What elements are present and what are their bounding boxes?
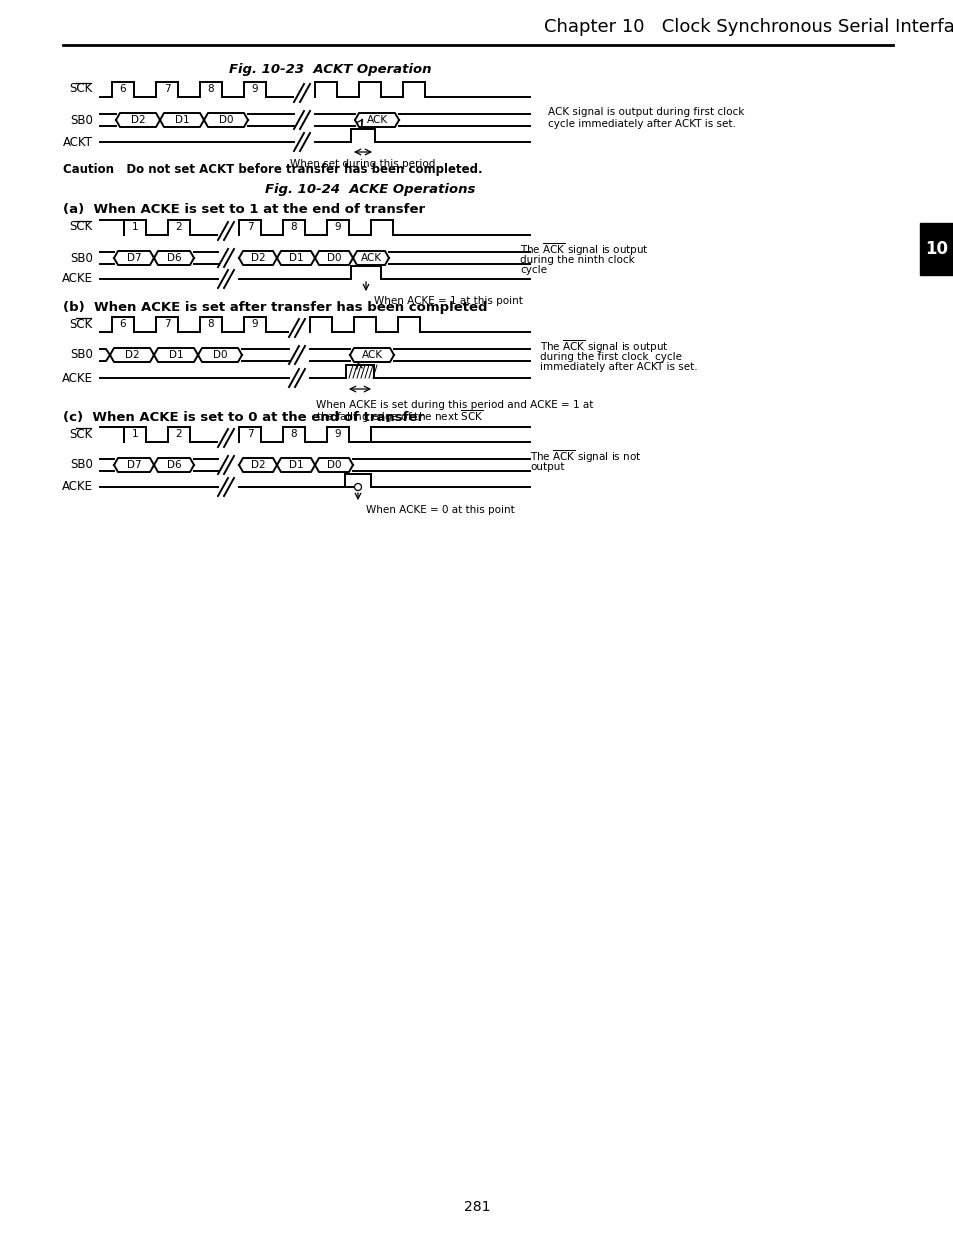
Text: D1: D1 [169, 350, 183, 359]
Text: 9: 9 [335, 222, 341, 232]
Text: SB0: SB0 [71, 348, 92, 362]
Text: D2: D2 [125, 350, 139, 359]
Text: 9: 9 [335, 429, 341, 438]
Text: 2: 2 [175, 429, 182, 438]
Text: output: output [530, 462, 564, 472]
Text: (c)  When ACKE is set to 0 at the end of transfer: (c) When ACKE is set to 0 at the end of … [63, 410, 424, 424]
Text: Fig. 10-23  ACKT Operation: Fig. 10-23 ACKT Operation [229, 63, 431, 77]
Text: D0: D0 [218, 115, 233, 125]
Text: When set during this period: When set during this period [290, 159, 436, 169]
Text: 1: 1 [132, 222, 138, 232]
Text: 7: 7 [247, 222, 253, 232]
Text: D6: D6 [167, 253, 181, 263]
Text: Caution   Do not set ACKT before transfer has been completed.: Caution Do not set ACKT before transfer … [63, 163, 482, 177]
Text: ACKT: ACKT [63, 136, 92, 148]
Text: 7: 7 [164, 84, 171, 94]
Text: 6: 6 [119, 84, 126, 94]
Text: 8: 8 [208, 319, 214, 329]
Text: 8: 8 [291, 222, 297, 232]
Text: The $\overline{\rm ACK}$ signal is not: The $\overline{\rm ACK}$ signal is not [530, 448, 640, 466]
Text: 7: 7 [164, 319, 171, 329]
Text: ACK: ACK [360, 253, 381, 263]
Text: SCK: SCK [70, 221, 92, 233]
Text: ACK: ACK [366, 115, 387, 125]
Text: 9: 9 [252, 319, 258, 329]
Text: SCK: SCK [70, 83, 92, 95]
Text: SB0: SB0 [71, 458, 92, 472]
Text: Chapter 10   Clock Synchronous Serial Interface: Chapter 10 Clock Synchronous Serial Inte… [543, 19, 953, 36]
Text: cycle immediately after ACKT is set.: cycle immediately after ACKT is set. [547, 119, 735, 128]
Text: SB0: SB0 [71, 252, 92, 264]
Text: 2: 2 [175, 222, 182, 232]
Text: SCK: SCK [70, 317, 92, 331]
Text: D7: D7 [127, 459, 141, 471]
Text: cycle: cycle [519, 266, 546, 275]
Text: When ACKE is set during this period and ACKE = 1 at: When ACKE is set during this period and … [315, 400, 593, 410]
Text: immediately after ACKT is set.: immediately after ACKT is set. [539, 362, 697, 372]
Text: D1: D1 [289, 459, 303, 471]
Text: ACKE: ACKE [62, 372, 92, 384]
Text: 9: 9 [252, 84, 258, 94]
Text: during the first clock  cycle: during the first clock cycle [539, 352, 681, 362]
Text: (b)  When ACKE is set after transfer has been completed: (b) When ACKE is set after transfer has … [63, 300, 487, 314]
Text: D6: D6 [167, 459, 181, 471]
Text: 1: 1 [132, 429, 138, 438]
Text: the falling edge of the next $\overline{\rm SCK}$: the falling edge of the next $\overline{… [315, 409, 483, 425]
Text: D1: D1 [174, 115, 189, 125]
Bar [919, 224, 953, 275]
Text: D1: D1 [289, 253, 303, 263]
Text: D0: D0 [213, 350, 227, 359]
Text: (a)  When ACKE is set to 1 at the end of transfer: (a) When ACKE is set to 1 at the end of … [63, 204, 425, 216]
Text: D0: D0 [327, 253, 341, 263]
Text: 7: 7 [247, 429, 253, 438]
Text: 8: 8 [291, 429, 297, 438]
Text: D2: D2 [251, 253, 265, 263]
Text: SCK: SCK [70, 427, 92, 441]
Text: The $\overline{\rm ACK}$ signal is output: The $\overline{\rm ACK}$ signal is outpu… [519, 242, 648, 258]
Text: When ACKE = 1 at this point: When ACKE = 1 at this point [374, 296, 522, 306]
Text: When ACKE = 0 at this point: When ACKE = 0 at this point [366, 505, 515, 515]
Text: 281: 281 [463, 1200, 490, 1214]
Text: ACK: ACK [361, 350, 382, 359]
Text: Fig. 10-24  ACKE Operations: Fig. 10-24 ACKE Operations [265, 184, 475, 196]
Text: 8: 8 [208, 84, 214, 94]
Text: 10: 10 [924, 240, 947, 258]
Text: D7: D7 [127, 253, 141, 263]
Text: D2: D2 [131, 115, 145, 125]
Text: ACKE: ACKE [62, 273, 92, 285]
Text: ACK signal is output during first clock: ACK signal is output during first clock [547, 107, 743, 117]
Text: during the ninth clock: during the ninth clock [519, 254, 634, 266]
Text: ACKE: ACKE [62, 480, 92, 494]
Text: 6: 6 [119, 319, 126, 329]
Text: D0: D0 [327, 459, 341, 471]
Text: The $\overline{\rm ACK}$ signal is output: The $\overline{\rm ACK}$ signal is outpu… [539, 338, 668, 356]
Text: SB0: SB0 [71, 114, 92, 126]
Text: D2: D2 [251, 459, 265, 471]
